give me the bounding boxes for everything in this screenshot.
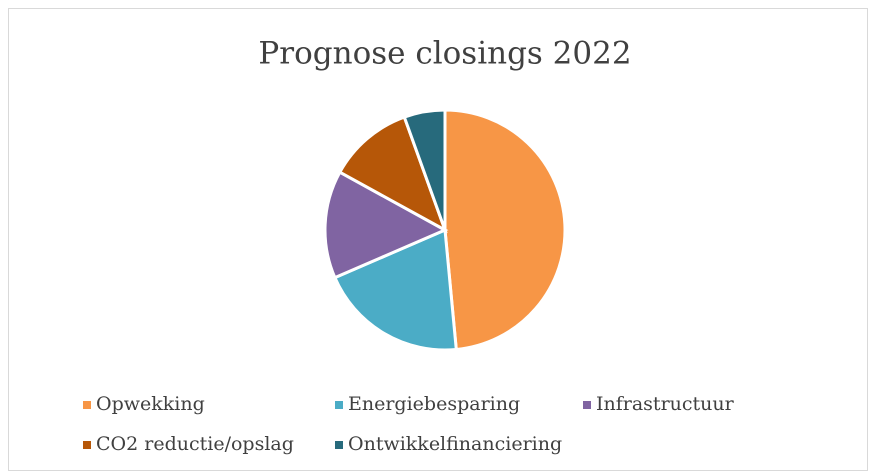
pie-slice [323,170,449,280]
pie-slice [443,108,567,352]
legend-label: CO2 reductie/opslag [96,433,294,455]
legend-label: Energiebesparing [348,393,520,415]
legend-swatch [335,441,343,449]
pie-slice [402,108,447,231]
pie-slice [332,227,458,352]
chart-title: Prognose closings 2022 [258,36,631,72]
legend-swatch [335,401,343,409]
legend-swatch [83,441,91,449]
legend-label: Ontwikkelfinanciering [348,433,562,455]
legend-swatch [83,401,91,409]
legend-label: Opwekking [96,393,205,415]
legend-label: Infrastructuur [596,393,735,415]
pie-slice [337,115,448,234]
legend-swatch [583,401,591,409]
